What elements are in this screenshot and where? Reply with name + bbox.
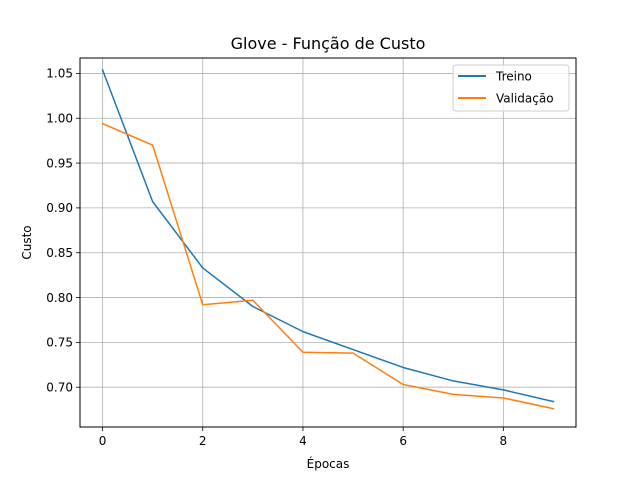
series-line-validacao: [101, 122, 555, 410]
grid-lines: [80, 58, 576, 427]
legend: Treino Validação: [452, 64, 570, 112]
legend-label-validacao: Validação: [496, 92, 554, 106]
y-tick-label: 0.75: [46, 336, 73, 350]
y-axis-label: Custo: [20, 225, 34, 259]
plot-frame: [79, 57, 577, 428]
series-line-treino: [101, 68, 555, 403]
y-tick-label: 0.70: [46, 380, 73, 394]
x-tick-label: 8: [500, 434, 508, 448]
x-tick-label: 6: [399, 434, 407, 448]
y-tick-label: 1.05: [46, 67, 73, 81]
y-tick-label: 0.95: [46, 156, 73, 170]
axis-ticks: 0 2 4 6 8 0.70 0.75 0.80 0.85 0.90 0.95 1.00 1.05: [46, 67, 507, 448]
x-tick-label: 0: [99, 434, 107, 448]
y-tick-label: 0.80: [46, 291, 73, 305]
series-lines: [101, 68, 555, 410]
chart-title: Glove - Função de Custo: [231, 34, 426, 53]
x-tick-label: 2: [199, 434, 207, 448]
x-axis-label: Épocas: [307, 456, 350, 471]
y-tick-label: 0.90: [46, 201, 73, 215]
y-tick-label: 1.00: [46, 112, 73, 126]
legend-label-treino: Treino: [495, 70, 532, 84]
y-tick-label: 0.85: [46, 246, 73, 260]
x-tick-label: 4: [299, 434, 307, 448]
